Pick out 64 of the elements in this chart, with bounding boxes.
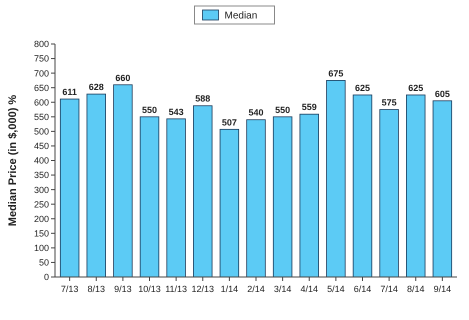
y-tick-label: 700	[34, 68, 49, 78]
y-tick-label: 450	[34, 141, 49, 152]
x-tick-label: 8/13	[88, 284, 106, 294]
y-tick-label: 600	[34, 97, 49, 108]
bar	[166, 118, 186, 278]
y-axis-title: Median Price (in $,000) %	[7, 94, 19, 226]
x-tick-label: 6/14	[354, 284, 372, 294]
bar	[140, 116, 160, 278]
x-tick-label: 5/14	[327, 284, 345, 294]
x-tick-label: 9/14	[434, 284, 452, 294]
y-tick-label: 0	[44, 272, 49, 282]
y-tick-label: 300	[34, 184, 49, 195]
y-tick-label: 800	[34, 39, 49, 50]
x-tick-label: 3/14	[274, 284, 292, 294]
legend-label: Median	[224, 10, 258, 22]
y-tick-label: 750	[34, 54, 49, 64]
bar	[300, 114, 319, 278]
data-label: 675	[328, 68, 344, 78]
data-label: 543	[168, 106, 184, 117]
data-label: 559	[302, 102, 317, 112]
data-label: 625	[354, 82, 370, 93]
y-tick-label: 250	[34, 199, 49, 210]
y-tick-label: 500	[34, 126, 49, 137]
bar	[432, 100, 452, 278]
bar	[60, 98, 80, 278]
y-tick-label: 550	[34, 112, 49, 122]
x-tick-label: 11/13	[165, 284, 188, 294]
bar	[86, 94, 106, 278]
y-tick-label: 400	[34, 156, 49, 166]
data-label: 611	[62, 87, 77, 98]
data-label: 588	[195, 94, 210, 104]
x-tick-label: 12/13	[191, 284, 214, 294]
x-tick-label: 9/13	[114, 284, 132, 294]
x-tick-label: 8/14	[406, 284, 424, 294]
y-tick-label: 100	[34, 243, 49, 254]
bar	[193, 105, 212, 278]
data-label: 575	[382, 98, 397, 108]
data-label: 550	[142, 104, 158, 115]
data-label: 540	[248, 108, 264, 118]
x-tick-label: 4/14	[300, 284, 318, 294]
bar	[406, 94, 426, 278]
data-label: 550	[275, 104, 290, 115]
y-tick-label: 350	[34, 170, 49, 180]
x-tick-label: 1/14	[220, 284, 238, 294]
data-label: 507	[222, 117, 237, 128]
bar	[220, 128, 240, 278]
bar	[326, 80, 346, 278]
data-label: 625	[408, 82, 424, 93]
bar	[113, 84, 133, 278]
bar	[246, 119, 266, 278]
x-tick-label: 2/14	[247, 284, 265, 294]
y-tick-label: 650	[34, 82, 49, 93]
y-tick-label: 150	[34, 228, 49, 238]
bar	[379, 109, 399, 278]
data-label: 605	[434, 88, 450, 99]
y-tick-label: 50	[38, 258, 49, 268]
bar	[272, 116, 292, 278]
bar	[352, 94, 372, 278]
data-label: 628	[88, 82, 104, 92]
data-label: 660	[115, 72, 130, 83]
x-tick-label: 7/14	[380, 284, 398, 294]
y-tick-label: 200	[34, 214, 49, 224]
x-tick-label: 7/13	[60, 284, 78, 294]
x-tick-label: 10/13	[138, 284, 161, 294]
